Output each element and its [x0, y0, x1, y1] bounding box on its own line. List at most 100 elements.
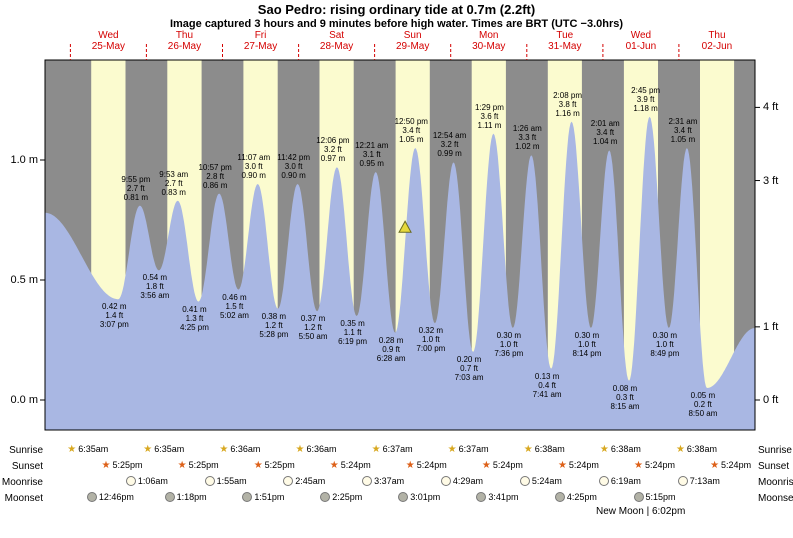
- sunset-time: 5:24pm: [568, 460, 599, 470]
- sunrise-icon: ★: [675, 443, 685, 455]
- high-tide-label: 2:31 am 3.4 ft 1.05 m: [668, 117, 698, 144]
- sunrise-icon: ★: [523, 443, 533, 455]
- sunrise-icon: ★: [67, 443, 77, 455]
- moonset-time: 12:46pm: [98, 492, 134, 502]
- moonset-icon: [554, 492, 565, 502]
- moonset-row-label-right: Moonset: [758, 493, 793, 504]
- y-axis-right-label: 0 ft: [763, 394, 779, 406]
- high-tide-label: 1:29 pm 3.6 ft 1.11 m: [474, 102, 504, 130]
- y-axis-left-label: 0.0 m: [10, 394, 38, 406]
- high-tide-label: 2:45 pm 3.9 ft 1.18 m: [631, 85, 661, 113]
- day-label: Sun 29-May: [395, 30, 430, 52]
- moonrise-time: 1:06am: [137, 476, 168, 486]
- day-label: Fri 27-May: [243, 30, 278, 52]
- sunset-time: 5:24pm: [492, 460, 523, 470]
- sunrise-entry: ★ 6:36am: [219, 444, 260, 454]
- sunset-entry: ★ 5:25pm: [102, 460, 143, 470]
- low-tide-label: 0.28 m 0.9 ft 6:28 am: [376, 335, 406, 363]
- moonrise-entry: 1:55am: [204, 476, 247, 486]
- y-axis-left-label: 1.0 m: [10, 154, 38, 166]
- sunset-time: 5:24pm: [416, 460, 447, 470]
- high-tide-label: 10:57 pm 2.8 ft 0.86 m: [198, 162, 232, 190]
- sunset-entry: ★ 5:24pm: [558, 460, 599, 470]
- sunset-icon: ★: [710, 459, 720, 471]
- sunrise-icon: ★: [447, 443, 457, 455]
- moonrise-icon: [677, 476, 688, 486]
- sunset-icon: ★: [634, 459, 643, 471]
- moonrise-entry: 6:19am: [598, 476, 641, 486]
- high-tide-label: 9:53 am 2.7 ft 0.83 m: [159, 169, 189, 197]
- moonrise-time: 1:55am: [216, 476, 247, 486]
- chart-title: Sao Pedro: rising ordinary tide at 0.7m …: [257, 2, 536, 17]
- sunrise-icon: ★: [371, 443, 381, 455]
- moonrise-time: 7:13am: [689, 476, 720, 486]
- sunset-entry: ★ 5:24pm: [710, 460, 751, 470]
- low-tide-label: 0.30 m 1.0 ft 8:49 pm: [650, 331, 680, 358]
- moonset-time: 3:01pm: [410, 492, 441, 502]
- day-label: Wed 01-Jun: [625, 30, 657, 52]
- sunset-time: 5:25pm: [112, 460, 143, 470]
- sunrise-time: 6:38am: [610, 444, 641, 454]
- moonset-entry: 5:15pm: [633, 492, 676, 502]
- plot-border: [44, 59, 756, 431]
- y-axis-right-label: 1 ft: [763, 320, 779, 333]
- high-tide-label: 2:08 pm 3.8 ft 1.16 m: [553, 90, 583, 118]
- moonrise-icon: [519, 476, 530, 486]
- moonrise-time: 6:19am: [610, 476, 641, 486]
- moonset-icon: [164, 492, 175, 502]
- low-tide-label: 0.32 m 1.0 ft 7:00 pm: [416, 326, 446, 354]
- sunset-icon: ★: [329, 459, 339, 471]
- sunrise-row-label-right: Sunrise: [758, 445, 792, 456]
- moonset-entry: 4:25pm: [554, 492, 597, 502]
- high-tide-label: 11:07 am 3.0 ft 0.90 m: [237, 153, 271, 180]
- low-tide-label: 0.41 m 1.3 ft 4:25 pm: [180, 304, 209, 332]
- sunrise-entry: ★ 6:38am: [524, 444, 565, 454]
- moonrise-entry: 4:29am: [440, 476, 483, 486]
- moonrise-time: 3:37am: [374, 476, 405, 486]
- moonrise-icon: [125, 476, 136, 486]
- sunset-entry: ★ 5:24pm: [330, 460, 371, 470]
- moonset-icon: [633, 492, 644, 502]
- moonset-time: 5:15pm: [645, 492, 676, 502]
- high-tide-label: 1:26 am 3.3 ft 1.02 m: [512, 124, 542, 152]
- high-tide-label: 12:54 am 3.2 ft 0.99 m: [432, 131, 467, 159]
- sunset-time: 5:25pm: [264, 460, 295, 470]
- sunrise-time: 6:35am: [78, 444, 109, 454]
- low-tide-label: 0.08 m 0.3 ft 8:15 am: [610, 383, 640, 411]
- moonrise-time: 5:24am: [531, 476, 562, 486]
- sunrise-icon: ★: [599, 443, 609, 455]
- sunset-time: 5:24pm: [340, 460, 371, 470]
- moonset-entry: 1:51pm: [242, 492, 284, 502]
- sunset-entry: ★ 5:24pm: [634, 460, 675, 470]
- sunrise-time: 6:37am: [382, 444, 413, 454]
- sunset-icon: ★: [405, 459, 415, 471]
- high-tide-label: 12:06 pm 3.2 ft 0.97 m: [316, 136, 350, 164]
- low-tide-label: 0.30 m 1.0 ft 7:36 pm: [494, 331, 524, 358]
- moonset-entry: 3:41pm: [476, 492, 518, 502]
- sunset-icon: ★: [557, 459, 567, 471]
- sunset-entry: ★ 5:25pm: [178, 460, 219, 470]
- low-tide-label: 0.05 m 0.2 ft 8:50 am: [688, 391, 718, 418]
- sunrise-icon: ★: [143, 443, 153, 455]
- sunrise-entry: ★ 6:35am: [143, 444, 184, 454]
- sunrise-time: 6:36am: [306, 444, 337, 454]
- y-axis-right-label: 3 ft: [763, 174, 779, 187]
- y-axis-right-label: 4 ft: [763, 101, 779, 114]
- sunrise-time: 6:37am: [458, 444, 489, 454]
- moonset-entry: 2:25pm: [320, 492, 362, 502]
- sunset-icon: ★: [101, 459, 111, 471]
- moonrise-entry: 1:06am: [125, 476, 168, 486]
- sunrise-time: 6:35am: [154, 444, 185, 454]
- moonset-time: 1:51pm: [254, 492, 285, 502]
- low-tide-label: 0.37 m 1.2 ft 5:50 am: [298, 314, 328, 342]
- low-tide-label: 0.54 m 1.8 ft 3:56 am: [140, 273, 170, 301]
- sunset-entry: ★ 5:24pm: [406, 460, 447, 470]
- moonset-time: 1:18pm: [176, 492, 207, 502]
- moonrise-row-label-left: Moonrise: [1, 477, 43, 488]
- sunrise-icon: ★: [219, 443, 229, 455]
- sunset-time: 5:25pm: [188, 460, 219, 470]
- low-tide-label: 0.35 m 1.1 ft 6:19 pm: [338, 319, 368, 346]
